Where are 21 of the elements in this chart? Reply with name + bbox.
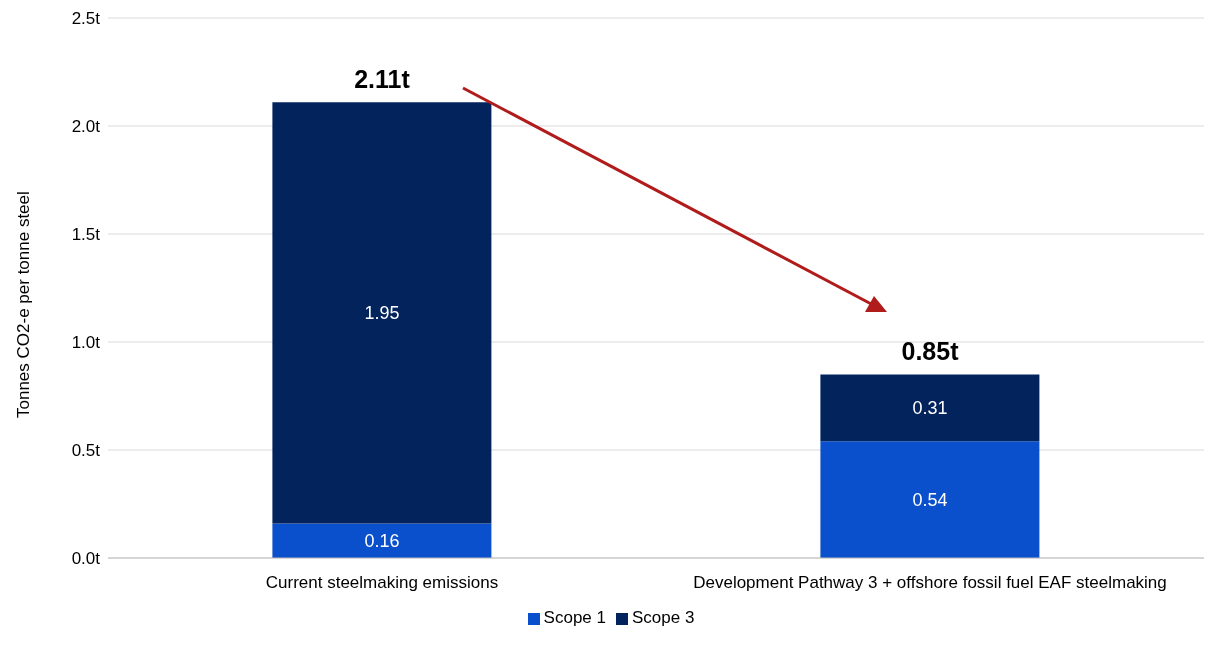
bar: [272, 102, 492, 524]
y-axis-title: Tonnes CO2-e per tonne steel: [14, 191, 34, 418]
data-label: 1.95: [364, 303, 400, 324]
y-tick-label: 0.0t: [71, 549, 101, 569]
y-tick-label: 1.0t: [71, 333, 101, 353]
annotation: 0.85t: [901, 337, 960, 366]
y-tick-label: 1.5t: [71, 225, 101, 245]
legend-label: Scope 3: [632, 608, 695, 627]
bar: [272, 523, 492, 558]
annotation: 2.11t: [354, 65, 411, 94]
data-label: 0.54: [912, 490, 948, 511]
bar: [820, 441, 1040, 558]
y-tick-label: 2.0t: [71, 117, 101, 137]
data-label: 0.16: [364, 531, 400, 552]
bar: [820, 374, 1040, 442]
y-tick-label: 0.5t: [71, 441, 101, 461]
x-tick-label: Development Pathway 3 + offshore fossil fuel EAF steelmaking: [693, 573, 1167, 593]
legend-label: Scope 1: [543, 608, 606, 627]
y-tick-label: 2.5t: [71, 9, 101, 29]
x-tick-label: Current steelmaking emissions: [265, 573, 499, 593]
data-label: 0.31: [912, 398, 948, 419]
